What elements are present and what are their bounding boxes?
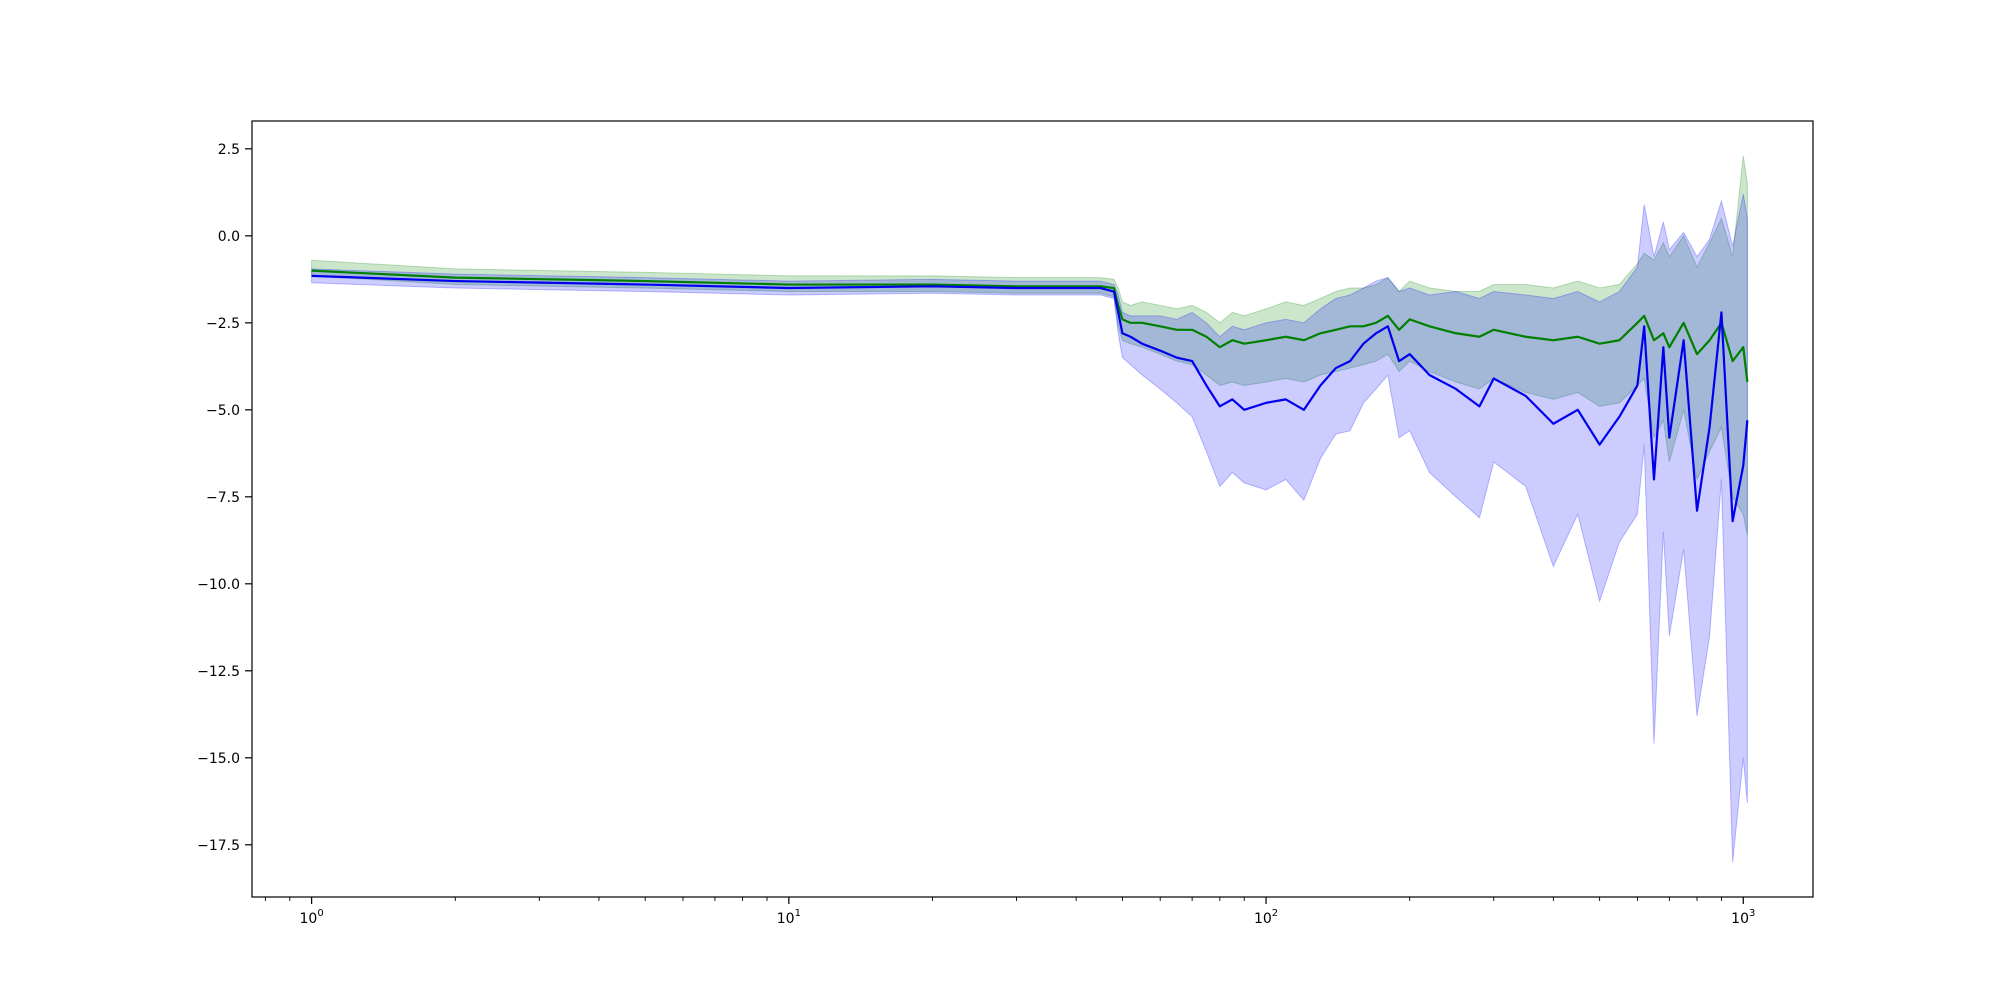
- series-2-band: [311, 193, 1748, 863]
- series-1-band: [311, 155, 1748, 536]
- y-axis: 2.5 0.0 −2.5 −5.0 −7.5 −10.0 −12.5 −15.0 −17.5: [197, 142, 252, 854]
- y-tick-label: −2.5: [206, 316, 240, 332]
- y-tick-label: −7.5: [206, 490, 240, 506]
- series-lines: [311, 269, 1749, 523]
- x-tick-label: 102: [1254, 908, 1278, 927]
- series-1-line: [311, 269, 1749, 383]
- y-tick-label: −12.5: [197, 664, 240, 680]
- confidence-bands: [311, 155, 1748, 863]
- y-tick-label: −17.5: [197, 838, 240, 854]
- x-tick-label: 100: [300, 908, 324, 927]
- y-tick-label: −5.0: [206, 403, 240, 419]
- x-axis: 100 101 102 103: [264, 897, 1755, 927]
- series-2-line: [311, 274, 1749, 523]
- y-tick-label: 0.0: [218, 229, 240, 245]
- x-tick-label: 101: [777, 908, 801, 927]
- y-tick-label: −10.0: [197, 577, 240, 593]
- y-tick-label: −15.0: [197, 751, 240, 767]
- plot-frame: [251, 120, 1814, 898]
- y-tick-label: 2.5: [218, 142, 240, 158]
- x-tick-label: 103: [1731, 908, 1755, 927]
